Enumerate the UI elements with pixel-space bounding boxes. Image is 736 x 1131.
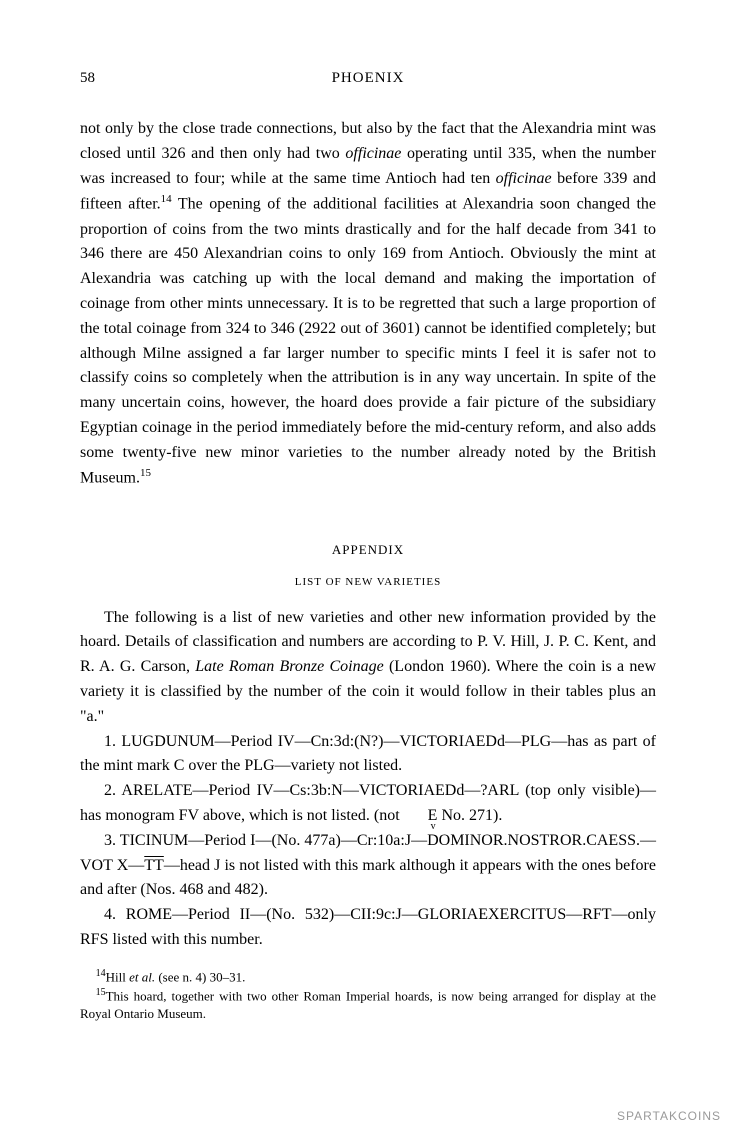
list-heading: LIST OF NEW VARIETIES: [80, 576, 656, 588]
entry-3-overline: TT: [144, 857, 164, 874]
footnote-14-text-2: (see n. 4) 30–31.: [155, 969, 245, 984]
footnote-14-text-1: Hill: [106, 969, 129, 984]
body-text-4: The opening of the additional facilities…: [80, 196, 656, 487]
appendix-heading: APPENDIX: [80, 542, 656, 558]
intro-italic: Late Roman Bronze Coinage: [195, 658, 383, 675]
footnote-14: 14Hill et al. (see n. 4) 30–31.: [80, 967, 656, 986]
entry-2-text-2: No. 271).: [437, 807, 502, 824]
footnote-15-num: 15: [96, 987, 106, 998]
body-paragraph: not only by the close trade connections,…: [80, 117, 656, 492]
footnote-ref-15: 15: [140, 467, 151, 479]
body-italic-2: officinae: [496, 170, 552, 187]
list-entry-4: 4. ROME—Period II—(No. 532)—CII:9c:J—GLO…: [80, 903, 656, 953]
entry-3-text-2: —head J is not listed with this mark alt…: [80, 857, 656, 899]
appendix-intro: The following is a list of new varieties…: [80, 606, 656, 730]
watermark: SPARTAKCOINS: [617, 1109, 721, 1123]
journal-title: PHOENIX: [80, 70, 656, 87]
footnote-14-num: 14: [96, 968, 106, 979]
entry-4-text: 4. ROME—Period II—(No. 532)—CII:9c:J—GLO…: [80, 906, 656, 948]
footnote-14-italic: et al.: [129, 969, 155, 984]
entry-1-text: 1. LUGDUNUM—Period IV—Cn:3d:(N?)—VICTORI…: [80, 733, 656, 775]
list-entry-3: 3. TICINUM—Period I—(No. 477a)—Cr:10a:J—…: [80, 829, 656, 903]
footnotes-section: 14Hill et al. (see n. 4) 30–31. 15This h…: [80, 967, 656, 1022]
page-header: 58 PHOENIX: [80, 70, 656, 87]
footnote-15-text: This hoard, together with two other Roma…: [80, 988, 656, 1021]
entry-2-text-1: 2. ARELATE—Period IV—Cs:3b:N—VICTORIAEDd…: [80, 782, 656, 824]
list-entry-2: 2. ARELATE—Period IV—Cs:3b:N—VICTORIAEDd…: [80, 779, 656, 829]
footnote-ref-14: 14: [161, 193, 172, 205]
list-entry-1: 1. LUGDUNUM—Period IV—Cn:3d:(N?)—VICTORI…: [80, 730, 656, 780]
body-italic-1: officinae: [345, 145, 401, 162]
footnote-15: 15This hoard, together with two other Ro…: [80, 986, 656, 1022]
entry-2-special-e: E: [404, 804, 438, 829]
